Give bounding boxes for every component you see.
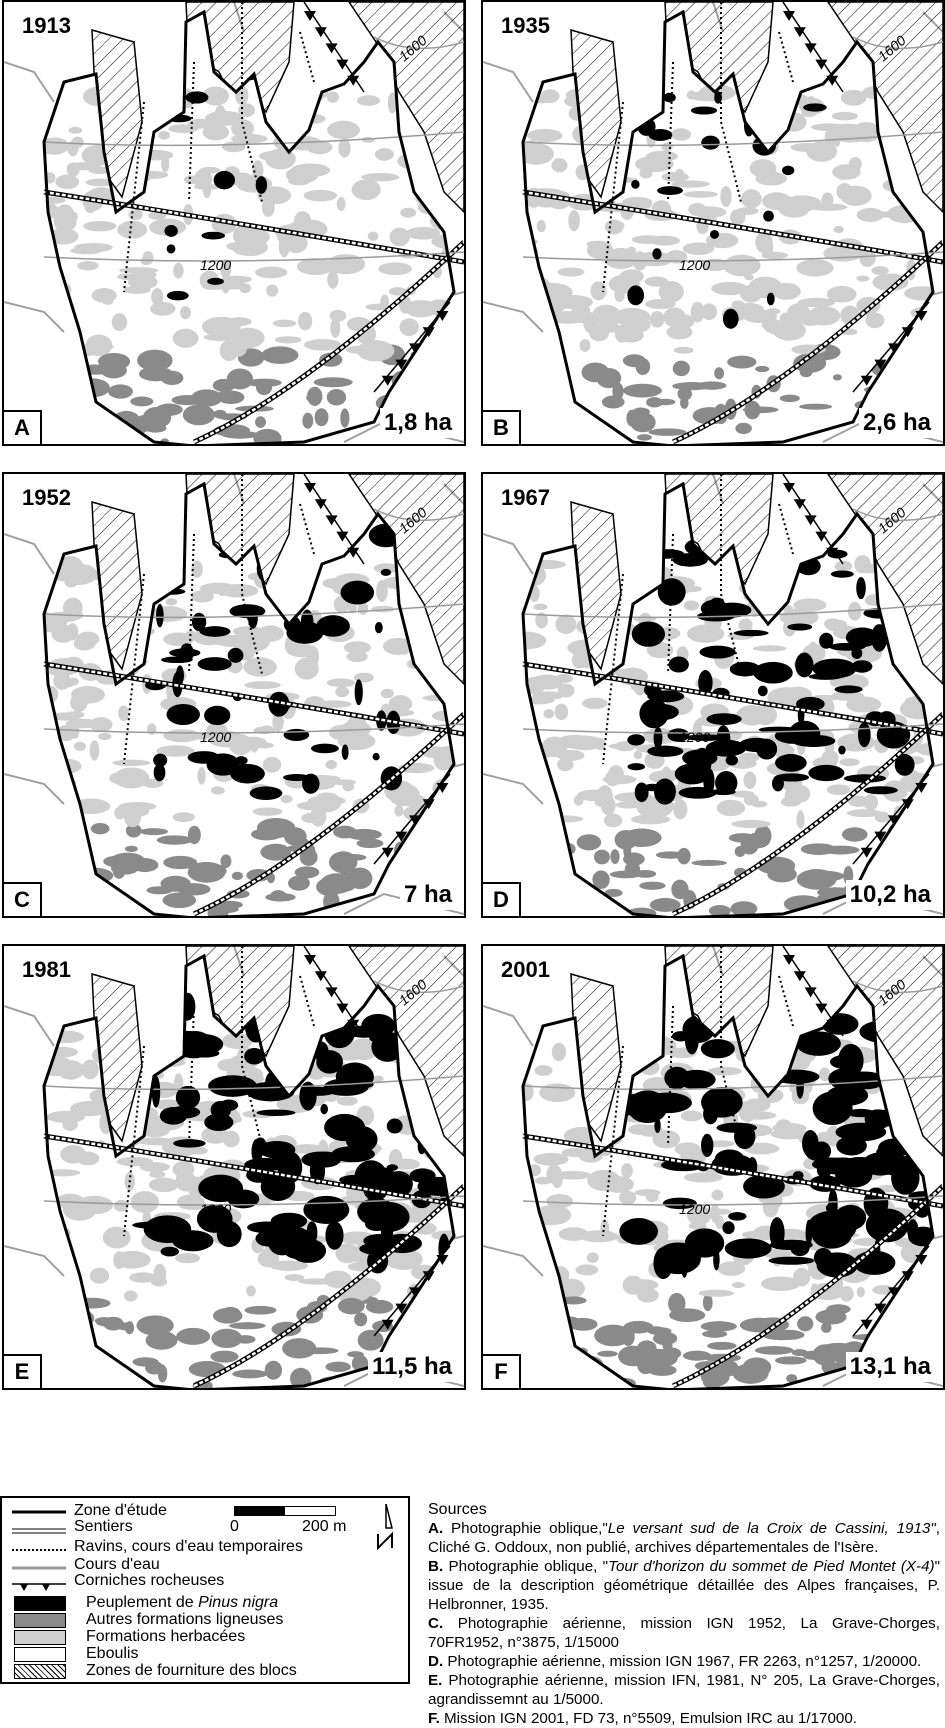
contour-label-lower: 1200 [679,729,710,745]
panel-letter: B [483,410,521,444]
study-zone-outline [42,953,456,1388]
panel-letter: F [483,1354,521,1388]
contour-label-lower: 1200 [200,1201,231,1217]
legend-symbols [12,1510,66,1591]
study-zone-outline [521,481,935,916]
legend-line-study-zone: Zone d'étude [74,1502,167,1519]
panel-area: 7 ha [399,880,456,910]
study-zone-outline [521,953,935,1388]
source-item: C. Photographie aérienne, mission IGN 19… [428,1615,940,1651]
north-arrow-icon [377,1504,393,1550]
study-zone-outline [42,481,456,916]
study-zone-outline [521,9,935,444]
map-panel-f: 1200 1600 2001 13,1 ha F [481,944,945,1390]
panel-year: 1935 [497,12,554,40]
panel-area: 1,8 ha [379,408,456,438]
panel-year: 2001 [497,956,554,984]
source-item: D. Photographie aérienne, mission IGN 19… [428,1653,922,1670]
panel-area: 13,1 ha [845,1352,935,1382]
legend-line-stream: Cours d'eau [74,1556,160,1573]
panel-year: 1981 [18,956,75,984]
source-item: B. Photographie oblique, "Tour d'horizon… [428,1558,940,1613]
legend-swatch [14,1630,66,1645]
scale-end: 200 m [302,1518,347,1535]
legend-cliff-symbol [12,1583,66,1591]
legend-swatch [14,1596,66,1611]
panel-year: 1967 [497,484,554,512]
source-item: E. Photographie aérienne, mission IFN, 1… [428,1672,940,1708]
sources-title: Sources [428,1501,487,1518]
panel-year: 1913 [18,12,75,40]
source-item: A. Photographie oblique,"Le versant sud … [428,1520,940,1556]
legend-swatch [14,1613,66,1628]
map-panel-a: 1200 1600 1913 1,8 ha A [2,0,466,446]
map-panel-e: 1200 1600 1981 11,5 ha E [2,944,466,1390]
legend-line-trail: Sentiers [74,1518,133,1535]
source-item: F. Mission IGN 2001, FD 73, n°5509, Emul… [428,1710,858,1727]
legend-box-label: Autres formations ligneuses [86,1611,284,1628]
legend-swatch [14,1664,66,1679]
legend-swatch [14,1647,66,1662]
legend-box-label: Formations herbacées [86,1628,246,1645]
contour-label-lower: 1200 [200,729,231,745]
panel-letter: A [4,410,42,444]
block-source-zones [91,946,464,1158]
legend-box-label: Eboulis [86,1645,139,1662]
panel-area: 2,6 ha [858,408,935,438]
legend-box-label: Zones de fourniture des blocs [86,1662,297,1679]
panel-letter: E [4,1354,42,1388]
legend-line-cliff: Corniches rocheuses [74,1572,225,1589]
panel-letter: D [483,882,521,916]
panel-letter: C [4,882,42,916]
contour-label-lower: 1200 [200,257,231,273]
legend: Zone d'étude Sentiers Ravins, cours d'eau … [0,1496,410,1684]
scale-start: 0 [230,1518,239,1535]
sources-text: Sources A. Photographie oblique,"Le vers… [428,1500,940,1728]
legend-box-label: Peuplement de Pinus nigra [86,1594,279,1611]
panel-year: 1952 [18,484,75,512]
panel-area: 10,2 ha [845,880,935,910]
contour-label-lower: 1200 [679,1201,710,1217]
legend-line-ravine: Ravins, cours d'eau temporaires [74,1538,303,1555]
contour-label-lower: 1200 [679,257,710,273]
scale-bar [234,1506,336,1516]
panel-area: 11,5 ha [367,1352,456,1382]
map-panel-b: 1200 1600 1935 2,6 ha B [481,0,945,446]
map-panel-d: 1200 1600 1967 10,2 ha D [481,472,945,918]
map-panel-c: 1200 1600 1952 7 ha C [2,472,466,918]
study-zone-outline [42,9,456,444]
